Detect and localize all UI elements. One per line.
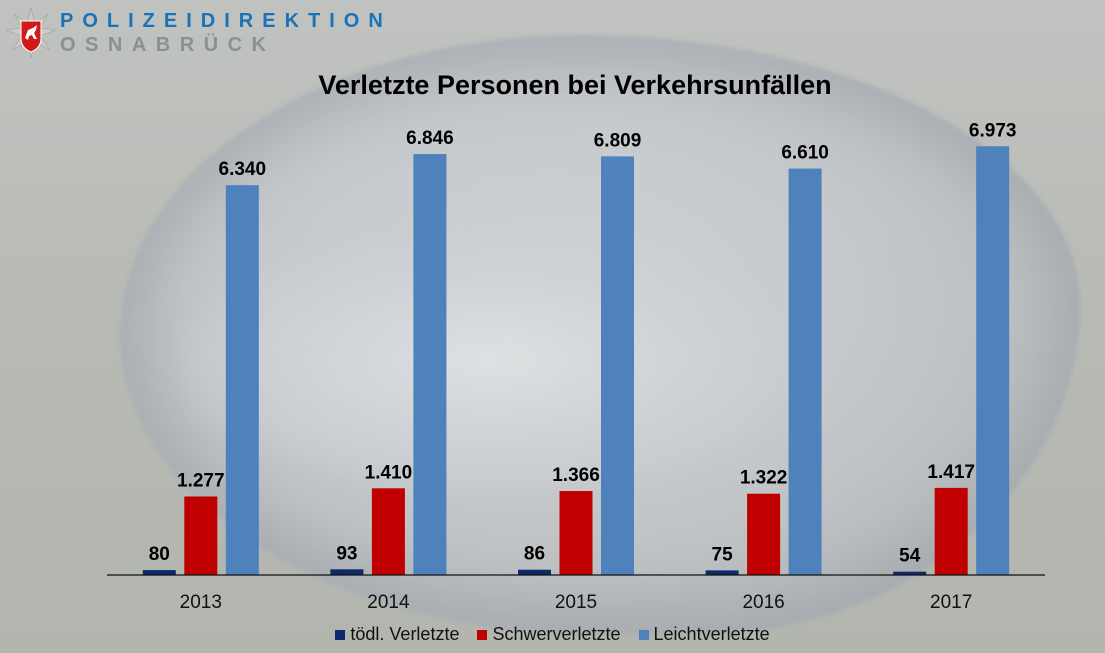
bar-2015-1 [559,491,593,575]
data-label: 80 [149,544,170,565]
data-label: 6.846 [406,128,454,149]
legend: tödl. Verletzte Schwerverletzte Leichtverl… [0,624,1105,645]
data-label: 93 [336,543,357,564]
legend-label: Schwerverletzte [492,624,621,644]
logo-text-line1: POLIZEIDIREKTION [60,10,392,32]
logo-text-line2: OSNABRÜCK [60,34,276,56]
x-tick-label: 2015 [555,592,597,613]
bar-2017-1 [934,487,968,575]
data-label: 6.973 [969,120,1017,141]
bar-2016-2 [788,168,822,575]
chart-title: Verletzte Personen bei Verkehrsunfällen [318,70,832,100]
legend-label: Leichtverletzte [653,624,770,644]
x-tick-label: 2016 [742,592,784,613]
legend-item: Schwerverletzte [477,624,621,645]
bar-2014-1 [371,488,405,575]
data-label: 54 [899,546,921,567]
legend-item: tödl. Verletzte [335,624,459,645]
x-tick-label: 2017 [930,592,972,613]
legend-swatch [477,629,488,640]
data-label: 6.809 [594,130,642,151]
bar-2016-1 [747,493,781,575]
legend-item: Leichtverletzte [638,624,770,645]
legend-label: tödl. Verletzte [350,624,460,644]
bar-2014-0 [330,569,364,575]
bar-2013-0 [142,570,176,575]
bar-2017-0 [893,571,927,575]
data-label: 1.277 [177,470,225,491]
data-label: 6.610 [781,143,829,164]
data-label: 1.366 [552,465,600,486]
bar-2015-2 [601,156,634,576]
x-tick-label: 2013 [180,592,222,613]
legend-swatch [335,629,346,640]
data-label: 6.340 [219,159,267,180]
bar-2013-1 [184,496,218,575]
police-logo [5,7,57,63]
overturned-car-shape [180,230,800,490]
bar-2015-0 [518,569,551,575]
bar-2013-2 [225,185,259,576]
data-label: 1.410 [365,462,413,483]
legend-swatch [638,629,649,640]
bar-2016-0 [705,570,739,575]
data-label: 75 [712,544,734,565]
bar-2014-2 [413,154,447,575]
x-tick-label: 2014 [367,592,410,613]
data-label: 1.322 [740,468,788,489]
data-label: 1.417 [927,462,975,483]
bar-2017-2 [976,146,1010,575]
data-label: 86 [524,544,545,565]
